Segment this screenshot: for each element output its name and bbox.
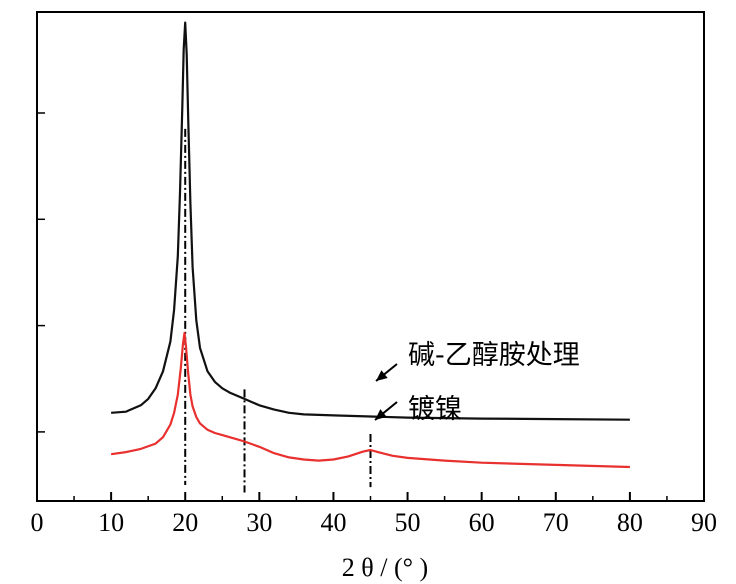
plot-frame [36,11,705,502]
x-axis-tick-labels: 0 10 20 30 40 50 60 70 80 90 [31,508,718,537]
reference-lines [184,128,372,493]
series-line [111,21,630,421]
series-line [110,331,630,469]
x-tick-label: 10 [98,508,124,537]
x-tick-label: 50 [395,508,421,537]
x-tick-label: 80 [617,508,643,537]
x-tick-label: 90 [691,508,717,537]
x-tick-label: 0 [31,508,44,537]
annotation-arrowhead [375,409,387,420]
x-tick-label: 40 [320,508,346,537]
annotation-label: 镀镍 [408,394,462,425]
annotation-arrowhead [376,370,388,381]
x-axis-ticks [36,112,705,501]
x-tick-label: 60 [469,508,495,537]
x-tick-label: 20 [172,508,198,537]
series-layer [110,21,630,469]
x-tick-label: 70 [543,508,569,537]
x-axis-title: 2 θ / (° ) [342,553,428,582]
annotation-label: 碱-乙醇胺处理 [408,340,580,371]
x-tick-label: 30 [246,508,272,537]
